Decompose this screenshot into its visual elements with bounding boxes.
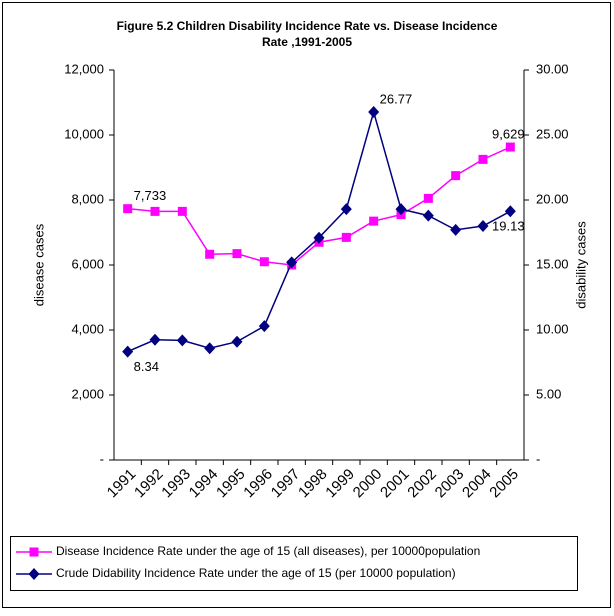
marker <box>451 171 461 181</box>
marker <box>204 342 216 355</box>
chart-title: Rate ,1991-2005 <box>262 35 352 49</box>
data-label: 9,629 <box>492 126 525 141</box>
data-label: 7,733 <box>134 188 167 203</box>
y2-tick-label: 25.00 <box>536 126 569 141</box>
y2-tick-label: 15.00 <box>536 256 569 271</box>
marker <box>340 203 352 216</box>
marker <box>176 334 188 347</box>
marker <box>313 231 325 244</box>
legend-label: Disease Incidence Rate under the age of … <box>56 544 480 558</box>
legend-label: Crude Didability Incidence Rate under th… <box>56 566 456 580</box>
y2-tick-label: 20.00 <box>536 191 569 206</box>
y2-tick-label: 30.00 <box>536 61 569 76</box>
y2-tick-label: 10.00 <box>536 321 569 336</box>
y-tick-label: 6,000 <box>71 256 104 271</box>
data-label: 8.34 <box>134 359 159 374</box>
y-tick-label: 10,000 <box>64 126 104 141</box>
y-tick-label: 8,000 <box>71 191 104 206</box>
marker <box>150 206 160 216</box>
marker <box>504 205 516 218</box>
marker <box>149 333 161 346</box>
marker <box>368 105 380 118</box>
y-axis-label: disease cases <box>31 223 46 306</box>
y-tick-label: - <box>100 451 104 466</box>
marker <box>205 249 215 259</box>
marker <box>259 257 269 267</box>
marker <box>369 216 379 226</box>
marker <box>29 547 39 557</box>
chart-frame <box>2 2 611 608</box>
y2-tick-label: 5.00 <box>536 386 561 401</box>
chart-title: Figure 5.2 Children Disability Incidence… <box>117 19 498 33</box>
marker <box>477 220 489 232</box>
marker <box>450 223 462 236</box>
marker <box>232 249 242 259</box>
marker <box>258 320 270 333</box>
y-tick-label: 12,000 <box>64 61 104 76</box>
marker <box>505 142 515 152</box>
marker <box>28 568 40 580</box>
data-label: 26.77 <box>380 91 413 106</box>
marker <box>231 335 243 348</box>
data-label: 19.13 <box>492 219 525 234</box>
marker <box>478 154 488 164</box>
y2-axis-label: disability cases <box>573 221 588 309</box>
marker <box>122 345 134 358</box>
marker <box>177 206 187 216</box>
y-tick-label: 4,000 <box>71 321 104 336</box>
y2-tick-label: - <box>536 451 540 466</box>
marker <box>423 193 433 203</box>
marker <box>286 256 298 269</box>
marker <box>123 204 133 214</box>
y-tick-label: 2,000 <box>71 386 104 401</box>
marker <box>395 203 407 216</box>
marker <box>422 209 434 222</box>
legend-box <box>10 536 578 591</box>
marker <box>341 232 351 242</box>
